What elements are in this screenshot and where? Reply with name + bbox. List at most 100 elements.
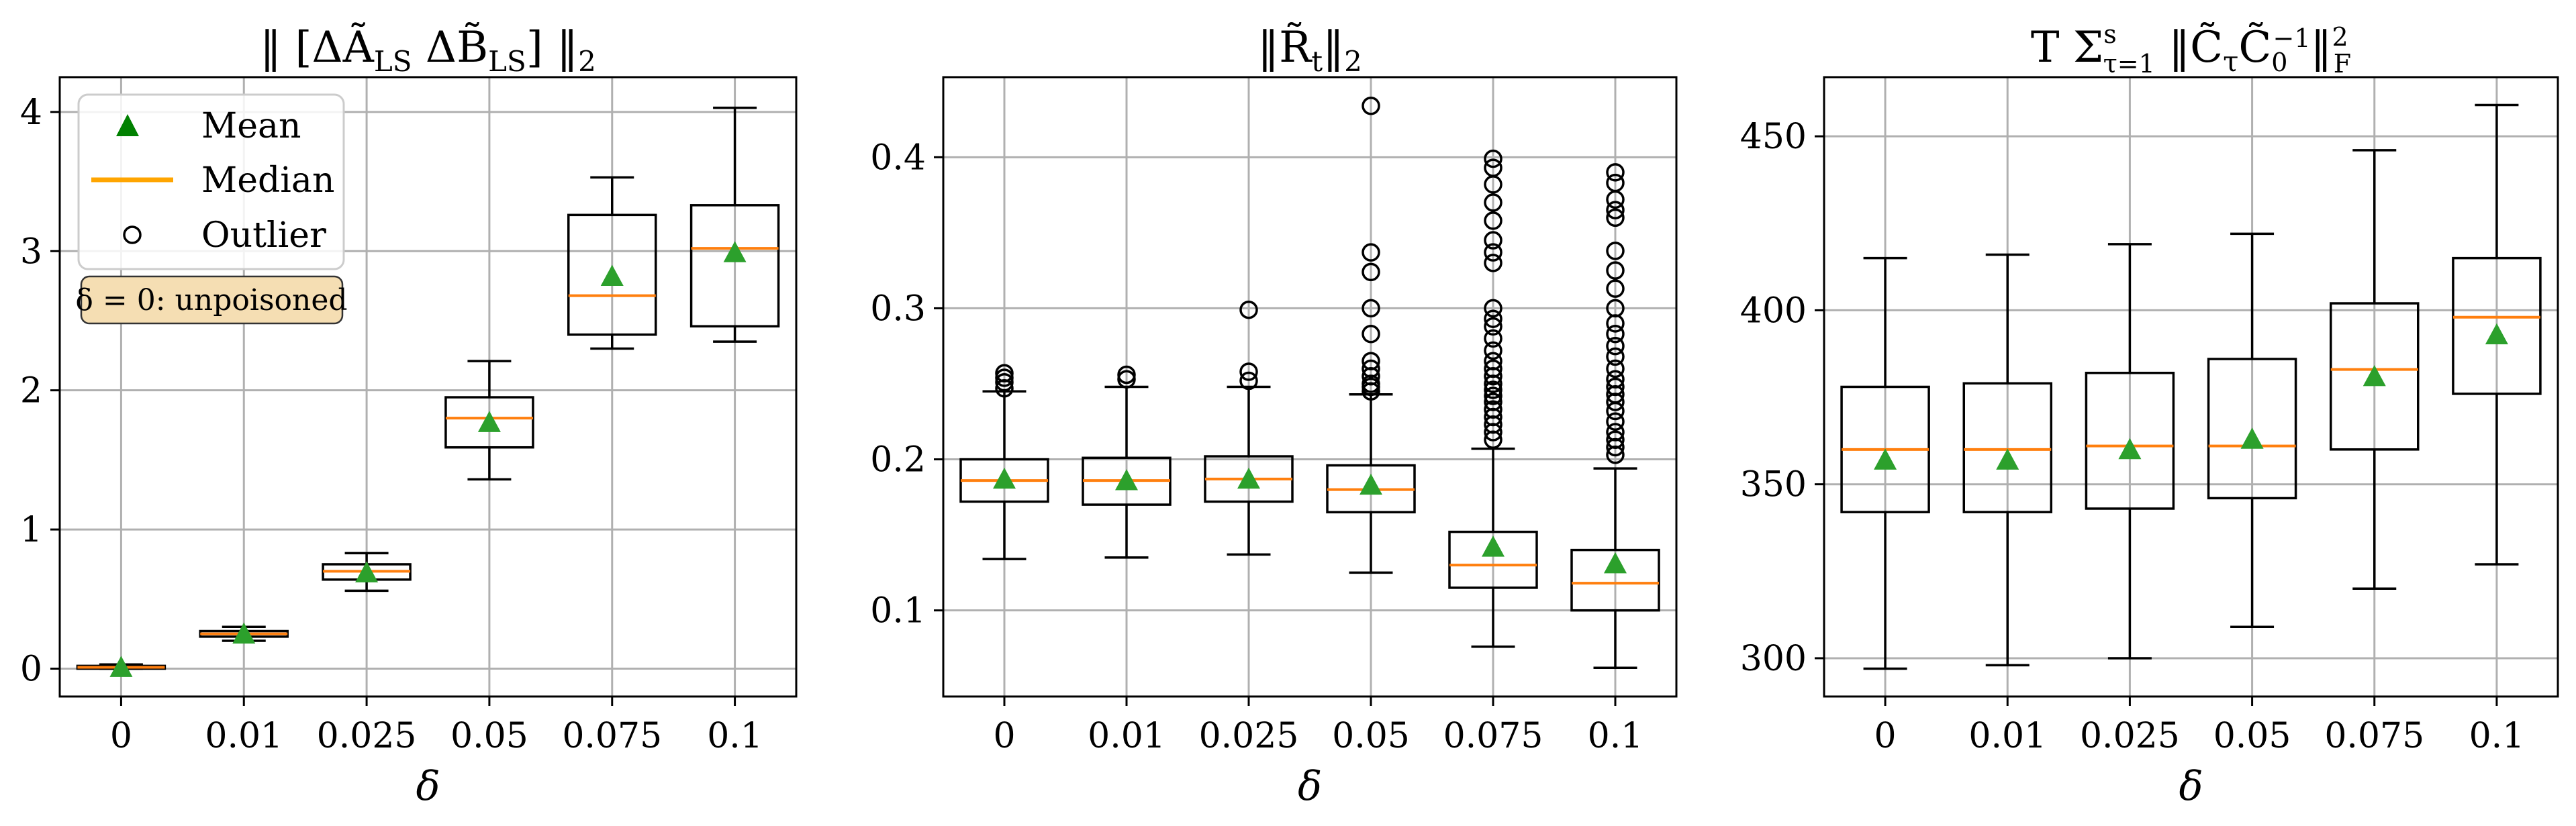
legend-mean-label: Mean [201,106,301,146]
box-group [1962,253,2052,667]
outlier-point [1362,359,1380,378]
box-group [1204,300,1294,556]
x-tick-label: 0.01 [205,716,283,756]
outlier-point [1484,329,1502,348]
outlier-point [1484,149,1502,168]
chart-title: ‖ [ΔÃLS ΔB̃LS] ‖2 [260,22,596,78]
outlier-point [1484,352,1502,370]
axes-frame [58,76,798,698]
outlier-point [1606,279,1625,298]
outlier-point [1484,386,1502,405]
box-group [2330,149,2420,590]
iqr-box [1570,548,1660,612]
unpoisoned-note: δ = 0: unpoisoned [75,275,348,325]
outlier-point [1117,370,1136,389]
x-tick-label: 0 [993,716,1015,756]
outlier-point [1362,352,1380,370]
x-axis-label: δ [416,763,440,810]
x-tick-label: 0.1 [1588,716,1643,756]
x-tick-label: 0.075 [562,716,662,756]
legend-frame [77,93,345,270]
iqr-box [689,204,780,328]
box-group [444,360,534,481]
x-tick-label: 0.025 [1199,716,1299,756]
iqr-box [1448,530,1538,589]
outlier-point [1606,430,1625,450]
outlier-point [995,364,1014,382]
chart-title: ‖R̃t‖2 [1257,22,1362,78]
mean-marker [2118,437,2142,460]
outlier-point [1484,309,1502,328]
box-group [76,656,166,677]
y-tick-label: 3 [20,231,42,272]
mean-marker [723,241,747,262]
chart-panel-3: 0 0.01 0.025 0.05 0.075 0.1 300 350 400 450 δ T Σs τ… [1740,19,2559,810]
outlier-point [1606,412,1625,431]
box-group [959,364,1049,560]
outlier-point [1606,173,1625,193]
outlier-point [1484,299,1502,318]
legend-median-label: Median [201,160,334,201]
outlier-point [995,372,1014,392]
box-group [689,106,780,343]
outlier-point [1606,299,1625,318]
mean-marker [1874,448,1897,470]
outlier-point [1484,243,1502,262]
mean-marker [477,411,501,432]
iqr-box [1962,382,2052,513]
outlier-point [1484,359,1502,378]
box-group [199,622,289,644]
y-tick-label: 450 [1740,117,1807,157]
outlier-point [1117,365,1136,384]
x-tick-label: 0.1 [2469,716,2525,756]
x-tick-label: 0.075 [2324,716,2424,756]
outlier-point [1484,341,1502,360]
x-axis-label: δ [2179,763,2203,810]
outlier-point [1606,370,1625,389]
iqr-box [2452,256,2542,395]
y-tick-label: 0.3 [870,289,926,329]
outlier-point [1239,371,1258,391]
box-group [2452,103,2542,566]
box-group [1448,149,1538,648]
iqr-box [2085,372,2175,510]
mean-marker [1115,469,1138,491]
box-group [567,176,657,350]
outlier-point [1606,208,1625,227]
x-tick-label: 0.1 [707,716,763,756]
outlier-point [1484,231,1502,250]
mean-marker [1996,448,2019,470]
x-tick-label: 0.05 [450,716,528,756]
box-group [1570,163,1660,669]
mean-marker [2240,427,2264,449]
mean-marker [355,561,379,582]
outlier-point [1606,336,1625,356]
x-tick-label: 0.01 [1088,716,1165,756]
y-tick-label: 4 [20,93,42,133]
x-tick-label: 0.05 [2213,716,2291,756]
mean-marker [1482,535,1505,557]
chart-title: T Σs τ=1 ‖C̃τC̃0−1‖2 F [2031,19,2351,79]
axes-frame [1823,76,2559,698]
outlier-point [1484,317,1502,336]
x-tick-label: 0.025 [317,716,417,756]
outlier-point [1606,261,1625,280]
outlier-point [1484,380,1502,399]
outlier-point [1362,97,1380,115]
y-tick-label: 0.1 [870,591,926,631]
outlier-point [995,368,1014,387]
y-tick-label: 400 [1740,291,1807,331]
outlier-point [1484,211,1502,230]
outlier-point [1239,300,1258,319]
y-tick-label: 350 [1740,465,1807,505]
outlier-point [1606,377,1625,397]
iqr-box [444,396,534,449]
y-tick-label: 0.2 [870,440,926,480]
x-tick-label: 0.025 [2080,716,2180,756]
outlier-point [1239,362,1258,381]
mean-marker [232,622,256,644]
x-tick-label: 0 [110,716,132,756]
legend-outlier-label: Outlier [201,215,326,256]
axes-frame [942,76,1678,698]
box-group [1326,97,1416,574]
